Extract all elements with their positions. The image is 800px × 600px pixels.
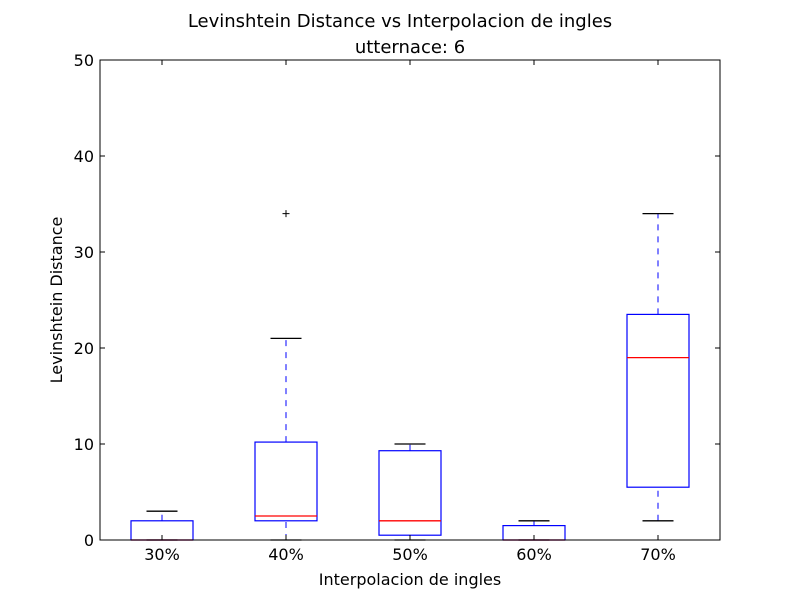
chart-title: Levinshtein Distance vs Interpolacion de…	[188, 11, 612, 32]
y-tick-label: 10	[74, 435, 94, 454]
y-tick-label: 0	[84, 531, 94, 550]
outlier-marker	[282, 210, 290, 218]
box-group-1	[254, 210, 318, 541]
x-tick-label: 40%	[268, 545, 304, 564]
y-tick-label: 40	[74, 147, 94, 166]
iqr-box	[254, 441, 318, 522]
chart-subtitle: utternace: 6	[355, 37, 465, 58]
plot-area	[130, 210, 690, 541]
x-axis-label: Interpolacion de ingles	[319, 570, 501, 589]
axes: 0 10 20 30 40 50 30% 40% 50% 60% 70%	[74, 51, 720, 564]
y-tick-label: 20	[74, 339, 94, 358]
iqr-box	[626, 313, 690, 488]
x-tick-label: 70%	[640, 545, 676, 564]
box-group-2	[378, 443, 442, 541]
iqr-box	[378, 450, 442, 536]
y-tick-label: 30	[74, 243, 94, 262]
y-tick-label: 50	[74, 51, 94, 70]
y-axis-label: Levinshtein Distance	[47, 217, 66, 384]
x-tick-label: 30%	[144, 545, 180, 564]
x-tick-label: 60%	[516, 545, 552, 564]
x-tick-label: 50%	[392, 545, 428, 564]
box-group-4	[626, 212, 690, 522]
